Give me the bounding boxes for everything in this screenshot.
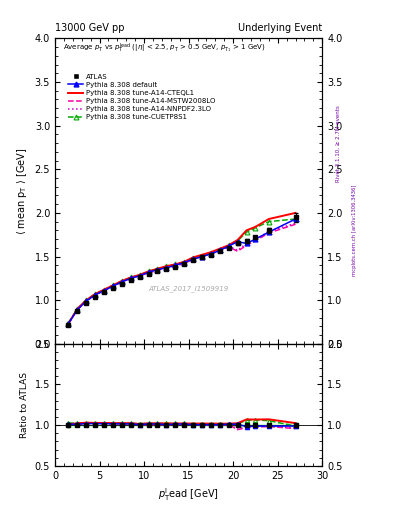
X-axis label: $p_\mathrm{T}^\mathrm{l}$ead [GeV]: $p_\mathrm{T}^\mathrm{l}$ead [GeV]	[158, 486, 219, 503]
Text: Rivet 3.1.10, ≥ 2.7M events: Rivet 3.1.10, ≥ 2.7M events	[336, 105, 341, 182]
Text: mcplots.cern.ch [arXiv:1306.3436]: mcplots.cern.ch [arXiv:1306.3436]	[352, 185, 357, 276]
Legend: ATLAS, Pythia 8.308 default, Pythia 8.308 tune-A14-CTEQL1, Pythia 8.308 tune-A14: ATLAS, Pythia 8.308 default, Pythia 8.30…	[66, 72, 217, 122]
Text: 13000 GeV pp: 13000 GeV pp	[55, 23, 125, 33]
Y-axis label: $\langle$ mean p$_\mathrm{T}$ $\rangle$ [GeV]: $\langle$ mean p$_\mathrm{T}$ $\rangle$ …	[15, 147, 29, 235]
Text: Average $p_\mathrm{T}$ vs $p_\mathrm{T}^\mathrm{lead}$ ($|\eta|$ < 2.5, $p_\math: Average $p_\mathrm{T}$ vs $p_\mathrm{T}^…	[63, 41, 266, 55]
Text: Underlying Event: Underlying Event	[238, 23, 322, 33]
Text: ATLAS_2017_I1509919: ATLAS_2017_I1509919	[149, 285, 229, 292]
Y-axis label: Ratio to ATLAS: Ratio to ATLAS	[20, 372, 29, 438]
